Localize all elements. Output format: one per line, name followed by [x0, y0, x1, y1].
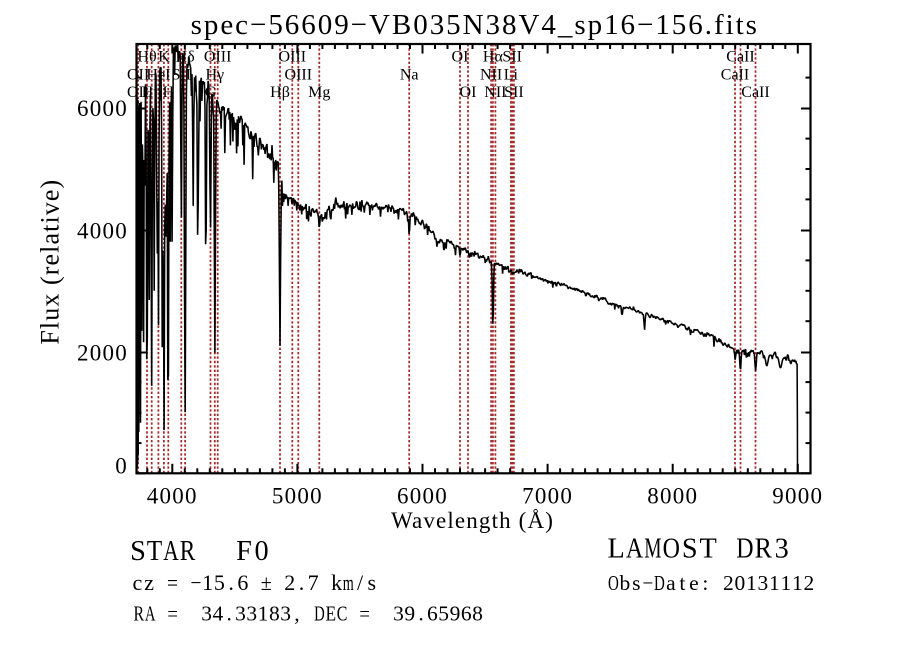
svg-text:OII: OII — [127, 84, 149, 101]
svg-text:Na: Na — [400, 67, 419, 84]
svg-text:4000: 4000 — [147, 484, 198, 509]
svg-text:OI: OI — [452, 49, 469, 66]
svg-text:5000: 5000 — [272, 484, 323, 509]
svg-text:D: D — [314, 601, 325, 625]
svg-text:D: D — [654, 571, 665, 595]
svg-text:A: A — [626, 534, 644, 565]
svg-text:=: = — [167, 570, 178, 595]
svg-text:O: O — [608, 571, 619, 595]
svg-text:6000: 6000 — [397, 484, 448, 509]
svg-text:spec−56609−VB035N38V4_sp16−156: spec−56609−VB035N38V4_sp16−156.fits — [191, 9, 759, 41]
svg-text:OIII: OIII — [204, 49, 232, 66]
svg-text:OIII: OIII — [285, 67, 313, 84]
svg-text:7000: 7000 — [522, 484, 573, 509]
svg-text:Flux (relative): Flux (relative) — [36, 179, 65, 345]
svg-text:G: G — [205, 84, 217, 101]
svg-text:R: R — [755, 534, 772, 565]
svg-text:CaII: CaII — [721, 67, 749, 84]
svg-text:±: ± — [261, 570, 272, 595]
svg-text:−: − — [190, 570, 201, 595]
svg-text:m: m — [343, 570, 354, 595]
svg-text:OI: OI — [460, 84, 477, 101]
svg-text:OIII: OIII — [279, 49, 307, 66]
svg-text:Li: Li — [504, 67, 519, 84]
svg-text:OII: OII — [127, 67, 149, 84]
svg-text:T: T — [147, 536, 163, 567]
svg-text:HeI: HeI — [146, 67, 170, 84]
svg-text:−: − — [642, 571, 653, 595]
svg-text:R: R — [180, 536, 196, 567]
svg-text:Hα: Hα — [483, 49, 504, 66]
svg-text:CaII: CaII — [726, 49, 754, 66]
svg-text:S: S — [130, 536, 146, 567]
svg-text:=: = — [167, 601, 178, 625]
svg-text:=: = — [359, 601, 370, 625]
svg-text:9000: 9000 — [772, 484, 823, 509]
svg-text:O: O — [663, 534, 680, 565]
svg-text:M: M — [644, 534, 661, 565]
svg-text:Wavelength (Å): Wavelength (Å) — [391, 508, 554, 533]
svg-text:4000: 4000 — [77, 218, 128, 243]
svg-text:Hθ: Hθ — [137, 49, 156, 66]
svg-text:A: A — [163, 536, 179, 567]
svg-text:D: D — [736, 534, 753, 565]
svg-text:0: 0 — [115, 454, 128, 479]
svg-text:CaII: CaII — [741, 84, 769, 101]
svg-text:C: C — [337, 601, 348, 625]
svg-text:8000: 8000 — [647, 484, 698, 509]
svg-text:SII: SII — [504, 84, 524, 101]
svg-text:R: R — [134, 601, 145, 625]
svg-text:K: K — [158, 49, 170, 66]
svg-text:F0: F0 — [236, 536, 269, 567]
svg-text:2000: 2000 — [77, 340, 128, 365]
svg-text:6000: 6000 — [77, 96, 128, 121]
svg-text:Hβ: Hβ — [270, 84, 290, 101]
svg-text:Mg: Mg — [308, 84, 330, 101]
svg-text:NII: NII — [484, 84, 506, 101]
svg-text:Hγ: Hγ — [205, 67, 224, 84]
svg-text:NII: NII — [480, 67, 502, 84]
svg-text:E: E — [325, 601, 336, 625]
svg-text:A: A — [145, 601, 156, 625]
svg-text:SII: SII — [502, 49, 522, 66]
